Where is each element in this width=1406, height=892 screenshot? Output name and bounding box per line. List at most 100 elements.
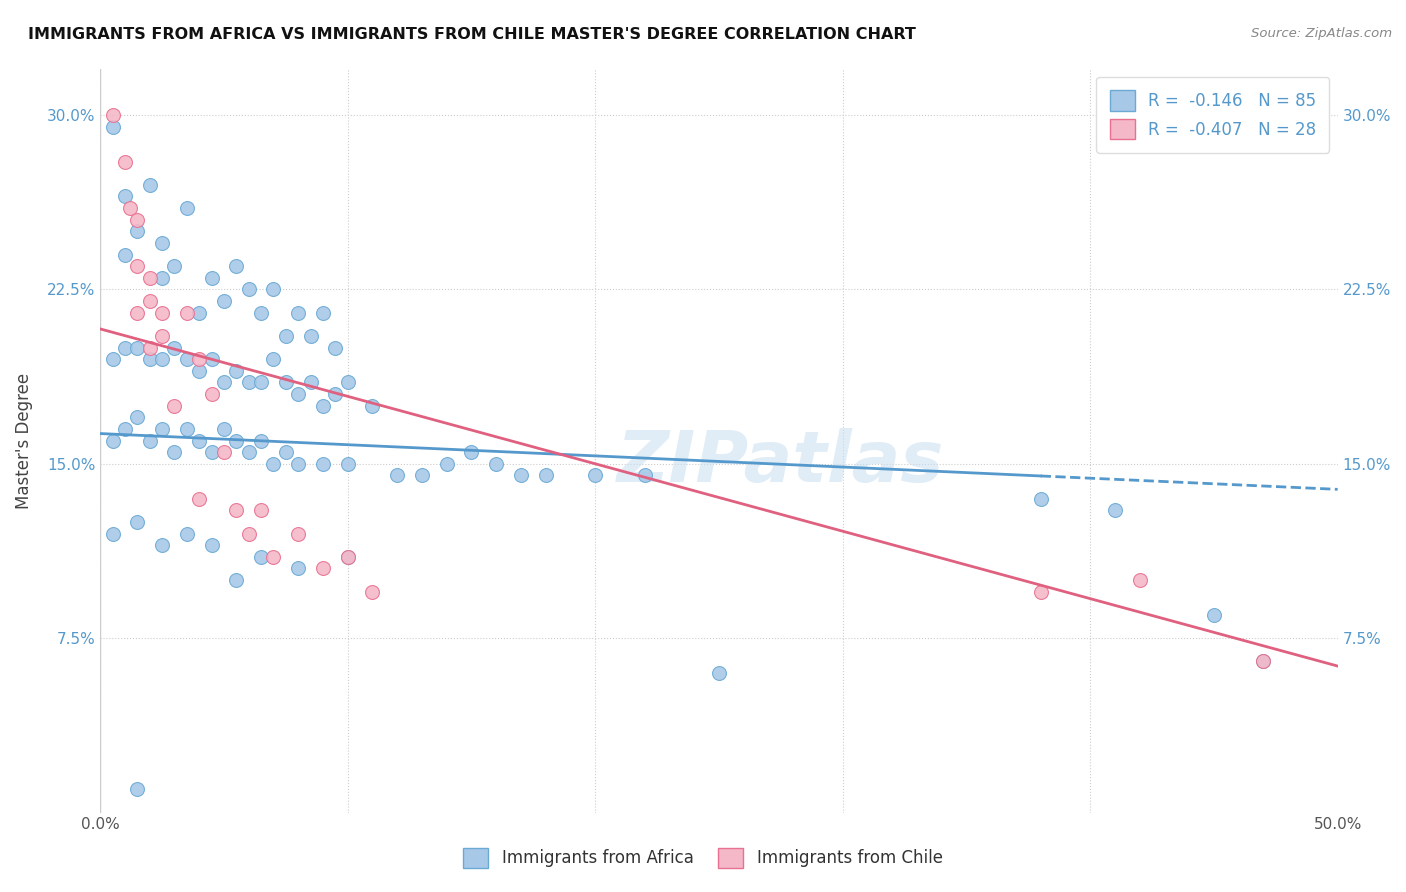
Point	[201, 387, 224, 401]
Point	[312, 561, 335, 575]
Point	[139, 341, 162, 355]
Point	[101, 434, 124, 448]
Point	[101, 352, 124, 367]
Point	[336, 549, 359, 564]
Point	[263, 282, 285, 296]
Point	[250, 549, 273, 564]
Point	[163, 445, 186, 459]
Point	[287, 306, 309, 320]
Point	[150, 538, 173, 552]
Point	[238, 376, 260, 390]
Point	[1202, 607, 1225, 622]
Point	[274, 445, 297, 459]
Point	[1104, 503, 1126, 517]
Legend: Immigrants from Africa, Immigrants from Chile: Immigrants from Africa, Immigrants from …	[457, 841, 949, 875]
Point	[312, 306, 335, 320]
Point	[225, 434, 247, 448]
Point	[325, 387, 347, 401]
Point	[176, 352, 198, 367]
Point	[114, 422, 136, 436]
Point	[114, 154, 136, 169]
Point	[312, 399, 335, 413]
Point	[263, 457, 285, 471]
Point	[139, 434, 162, 448]
Point	[212, 422, 235, 436]
Point	[127, 782, 149, 797]
Point	[114, 189, 136, 203]
Point	[485, 457, 508, 471]
Point	[212, 293, 235, 308]
Point	[250, 306, 273, 320]
Point	[201, 445, 224, 459]
Point	[139, 293, 162, 308]
Point	[201, 270, 224, 285]
Point	[312, 457, 335, 471]
Point	[188, 434, 211, 448]
Point	[139, 352, 162, 367]
Point	[1253, 654, 1275, 668]
Point	[1029, 584, 1052, 599]
Point	[127, 224, 149, 238]
Point	[238, 526, 260, 541]
Point	[188, 364, 211, 378]
Point	[225, 259, 247, 273]
Point	[274, 329, 297, 343]
Point	[534, 468, 557, 483]
Point	[163, 259, 186, 273]
Point	[436, 457, 458, 471]
Point	[127, 306, 149, 320]
Point	[114, 247, 136, 261]
Point	[274, 376, 297, 390]
Point	[127, 212, 149, 227]
Point	[238, 445, 260, 459]
Point	[634, 468, 657, 483]
Point	[150, 352, 173, 367]
Point	[263, 549, 285, 564]
Point	[212, 376, 235, 390]
Point	[176, 422, 198, 436]
Point	[127, 410, 149, 425]
Point	[361, 399, 384, 413]
Legend: R =  -0.146   N = 85, R =  -0.407   N = 28: R = -0.146 N = 85, R = -0.407 N = 28	[1097, 77, 1329, 153]
Point	[287, 387, 309, 401]
Point	[250, 434, 273, 448]
Point	[361, 584, 384, 599]
Point	[150, 422, 173, 436]
Point	[707, 666, 730, 681]
Point	[150, 306, 173, 320]
Text: ZIPatlas: ZIPatlas	[617, 428, 945, 498]
Point	[325, 341, 347, 355]
Point	[411, 468, 433, 483]
Point	[176, 306, 198, 320]
Point	[101, 120, 124, 134]
Y-axis label: Master's Degree: Master's Degree	[15, 373, 32, 508]
Point	[225, 573, 247, 587]
Point	[150, 235, 173, 250]
Point	[139, 178, 162, 192]
Point	[188, 352, 211, 367]
Point	[238, 282, 260, 296]
Point	[460, 445, 482, 459]
Point	[1029, 491, 1052, 506]
Point	[150, 270, 173, 285]
Point	[250, 376, 273, 390]
Point	[225, 364, 247, 378]
Point	[176, 201, 198, 215]
Point	[114, 341, 136, 355]
Text: IMMIGRANTS FROM AFRICA VS IMMIGRANTS FROM CHILE MASTER'S DEGREE CORRELATION CHAR: IMMIGRANTS FROM AFRICA VS IMMIGRANTS FRO…	[28, 27, 915, 42]
Point	[336, 457, 359, 471]
Point	[188, 491, 211, 506]
Point	[163, 399, 186, 413]
Point	[336, 376, 359, 390]
Point	[387, 468, 409, 483]
Point	[101, 526, 124, 541]
Point	[212, 445, 235, 459]
Point	[163, 341, 186, 355]
Point	[139, 270, 162, 285]
Point	[299, 376, 322, 390]
Point	[336, 549, 359, 564]
Point	[118, 201, 141, 215]
Point	[127, 341, 149, 355]
Point	[225, 503, 247, 517]
Point	[510, 468, 533, 483]
